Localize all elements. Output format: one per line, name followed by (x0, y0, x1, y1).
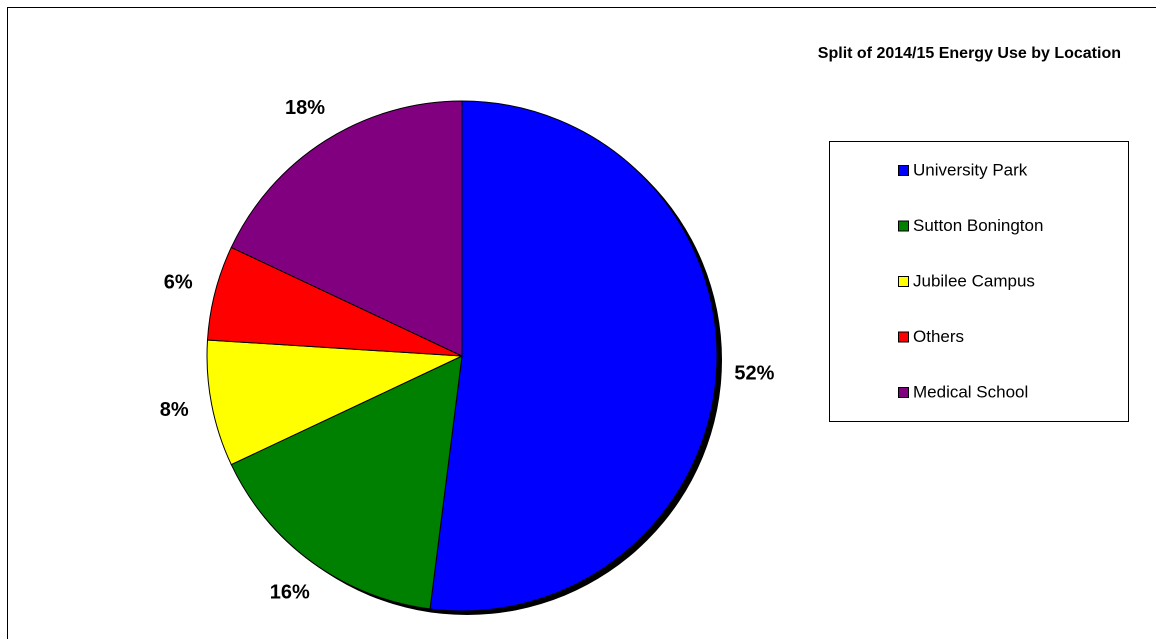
legend-label: Others (913, 327, 964, 346)
data-label: 8% (160, 399, 189, 421)
pie-slice (429, 100, 718, 612)
legend-label: Medical School (913, 382, 1028, 401)
legend-box (829, 141, 1129, 422)
pie-slice (230, 355, 463, 610)
legend-swatch (898, 220, 909, 232)
legend-swatch (898, 387, 909, 398)
legend-label: Jubilee Campus (913, 271, 1035, 290)
pie-slice (230, 100, 463, 357)
legend-swatch (898, 331, 909, 343)
legend-label: University Park (913, 160, 1028, 179)
pie-slice (206, 339, 463, 466)
legend-swatch (898, 276, 909, 287)
data-label: 18% (285, 97, 325, 119)
chart-title: Split of 2014/15 Energy Use by Location (818, 45, 1121, 62)
legend-swatch (898, 165, 909, 176)
data-label: 52% (734, 363, 774, 385)
data-label: 6% (164, 271, 193, 293)
legend-label: Sutton Bonington (913, 216, 1043, 235)
data-label: 16% (270, 581, 310, 603)
